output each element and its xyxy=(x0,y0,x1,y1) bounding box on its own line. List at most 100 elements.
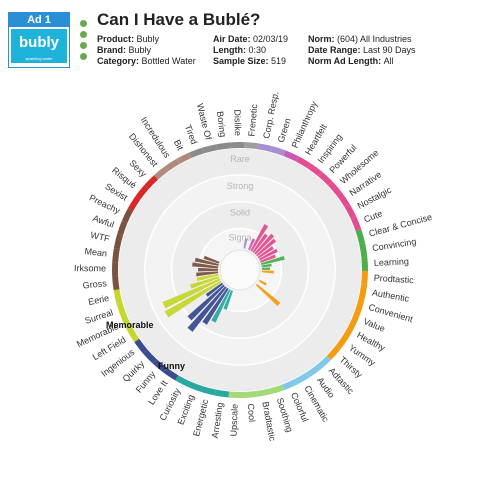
segment-bit xyxy=(176,152,192,164)
bar-irksome xyxy=(198,267,219,272)
segment-cool xyxy=(242,390,257,398)
logo-text: bubly xyxy=(19,34,59,51)
logo-subtext: sparkling water xyxy=(25,56,53,61)
callout-label: Memorable xyxy=(106,320,154,330)
meta-separator: : xyxy=(378,56,384,66)
segment-label: Bit xyxy=(172,138,186,152)
segment-frenetic xyxy=(244,142,259,150)
bar-corp-resp- xyxy=(243,238,248,249)
ad-badge: Ad 1 xyxy=(9,13,69,27)
ring-label: Signa xyxy=(228,233,251,243)
bar-memorable xyxy=(162,278,221,309)
meta-value: All xyxy=(383,56,394,66)
bar-heartfelt xyxy=(250,224,269,252)
meta-separator: : xyxy=(265,56,272,66)
meta-separator: : xyxy=(136,56,142,66)
meta-value: Bottled Water xyxy=(141,56,196,66)
bar-healthy xyxy=(258,279,267,286)
segment-heartfelt xyxy=(295,156,311,169)
segment-awful xyxy=(117,220,128,236)
segment-label: Learning xyxy=(374,256,409,268)
meta-column-norm: Norm: (604) All Industries Date Range: La… xyxy=(308,34,416,67)
segment-label: Tired xyxy=(183,123,199,145)
segment-label: Value xyxy=(362,316,386,334)
segment-inspiring xyxy=(307,163,323,177)
segment-label: Convincing xyxy=(371,236,417,253)
meta-label: Sample Size xyxy=(213,56,266,66)
bar-mean xyxy=(192,262,219,269)
segment-label: Boring xyxy=(215,111,228,138)
bar-powerful xyxy=(254,233,275,255)
segment-philanthropy xyxy=(283,150,299,162)
bar-awful xyxy=(203,255,220,264)
ring-label: Strong xyxy=(227,181,254,191)
status-dot xyxy=(80,20,87,27)
meta-row: Air Date: 02/03/19 xyxy=(213,34,288,45)
meta-label: Brand xyxy=(97,45,124,55)
segment-label: Awful xyxy=(92,213,116,230)
bar-narrative xyxy=(257,246,274,259)
meta-row: Sample Size: 519 xyxy=(213,56,288,67)
segment-label: Soothing xyxy=(275,397,295,434)
segment-love-it xyxy=(163,367,179,381)
segment-learning xyxy=(361,256,368,271)
segment-wtf xyxy=(113,234,123,250)
meta-row: Category: Bottled Water xyxy=(97,56,196,67)
meta-separator: : xyxy=(357,45,364,55)
segment-soothing xyxy=(269,384,284,395)
bar-prodtastic xyxy=(261,270,274,274)
segment-ingenious xyxy=(134,338,148,354)
segment-audio xyxy=(305,364,321,378)
meta-value: Bubly xyxy=(128,45,152,55)
callout-label: Funny xyxy=(158,361,185,371)
segment-sexist xyxy=(127,196,141,212)
segment-powerful xyxy=(318,171,333,186)
ring-label: Solid xyxy=(230,208,250,218)
segment-sexy xyxy=(144,175,159,190)
segment-arresting xyxy=(214,389,230,398)
segment-label: Prodtastic xyxy=(373,273,414,286)
segment-irksome xyxy=(112,262,119,277)
segment-curiosity xyxy=(175,375,191,387)
segment-boring xyxy=(216,142,231,151)
segment-label: Irksome xyxy=(74,263,106,273)
meta-value: Last 90 Days xyxy=(363,45,416,55)
bar-learning xyxy=(261,267,270,270)
segment-label: Frenetic xyxy=(246,103,259,137)
meta-separator: : xyxy=(123,45,129,55)
meta-label: Date Range xyxy=(308,45,358,55)
ad-thumbnail[interactable]: Ad 1 bubly sparkling water xyxy=(8,12,70,68)
bar-love-it xyxy=(202,287,229,325)
segment-preachy xyxy=(121,208,134,224)
bar-convincing xyxy=(261,263,272,268)
meta-row: Brand: Bubly xyxy=(97,45,196,56)
meta-label: Air Date xyxy=(213,34,248,44)
segment-narrative xyxy=(336,192,350,207)
segment-label: Cool xyxy=(246,403,257,422)
segment-clear-concise xyxy=(355,229,366,245)
bar-nostalgic xyxy=(258,248,278,261)
segment-cute xyxy=(350,216,362,232)
segment-nostalgic xyxy=(344,203,357,219)
segment-label: Authentic xyxy=(371,287,410,303)
bar-philanthropy xyxy=(248,238,256,251)
bar-clear-concise xyxy=(260,255,285,266)
segment-convincing xyxy=(359,242,368,258)
meta-separator: : xyxy=(131,34,137,44)
segment-label: Arresting xyxy=(210,402,225,439)
bar-quirky xyxy=(187,284,225,321)
meta-separator: : xyxy=(243,45,249,55)
segment-surreal xyxy=(116,302,127,318)
bar-gross xyxy=(196,271,219,277)
segment-label: Mean xyxy=(84,246,108,259)
meta-value: (604) All Industries xyxy=(337,34,412,44)
meta-column-air: Air Date: 02/03/19 Length: 0:30 Sample Siz… xyxy=(213,34,288,67)
segment-healthy xyxy=(343,322,356,338)
segment-mean xyxy=(112,248,120,263)
meta-value: 519 xyxy=(271,56,287,66)
meta-value: 0:30 xyxy=(248,45,267,55)
segment-yummy xyxy=(335,334,349,350)
meta-column-product: Product: Bubly Brand: Bubly Category: Bott… xyxy=(97,34,196,67)
